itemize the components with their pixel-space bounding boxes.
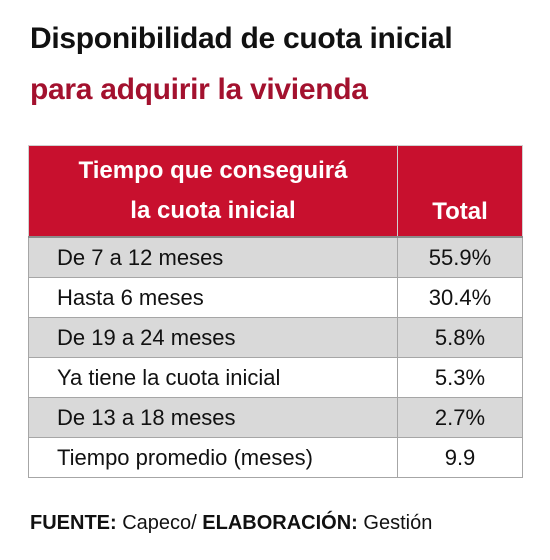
- table-header-row: Tiempo que conseguirá la cuota inicial T…: [28, 145, 523, 238]
- total-cell: 9.9: [397, 437, 523, 478]
- total-cell: 30.4%: [397, 277, 523, 318]
- period-cell: De 13 a 18 meses: [28, 397, 398, 438]
- table-row: De 7 a 12 meses 55.9%: [28, 236, 523, 278]
- period-cell: Ya tiene la cuota inicial: [28, 357, 398, 398]
- source-value: Capeco/: [122, 512, 197, 534]
- period-header-line-1: Tiempo que conseguirá: [78, 157, 348, 184]
- period-header-line-2: la cuota inicial: [130, 197, 296, 224]
- page-subtitle: para adquirir la vivienda: [30, 73, 368, 106]
- page-title: Disponibilidad de cuota inicial: [30, 22, 453, 55]
- total-cell: 2.7%: [397, 397, 523, 438]
- period-cell: De 19 a 24 meses: [28, 317, 398, 358]
- table-row: De 13 a 18 meses 2.7%: [28, 397, 523, 438]
- table-header: Tiempo que conseguirá la cuota inicial T…: [28, 145, 523, 238]
- period-cell: De 7 a 12 meses: [28, 236, 398, 278]
- total-cell: 55.9%: [397, 236, 523, 278]
- total-cell: 5.3%: [397, 357, 523, 398]
- period-column-header: Tiempo que conseguirá la cuota inicial: [28, 145, 398, 238]
- elaboration-label: ELABORACIÓN:: [202, 512, 358, 534]
- table-body: De 7 a 12 meses 55.9% Hasta 6 meses 30.4…: [28, 236, 523, 478]
- source-credit: FUENTE: Capeco/ ELABORACIÓN: Gestión: [30, 512, 432, 535]
- table-row: Ya tiene la cuota inicial 5.3%: [28, 357, 523, 398]
- period-cell: Hasta 6 meses: [28, 277, 398, 318]
- period-cell: Tiempo promedio (meses): [28, 437, 398, 478]
- total-cell: 5.8%: [397, 317, 523, 358]
- source-label: FUENTE:: [30, 512, 117, 534]
- elaboration-value: Gestión: [363, 512, 433, 534]
- table-row: Hasta 6 meses 30.4%: [28, 277, 523, 318]
- data-table: Tiempo que conseguirá la cuota inicial T…: [28, 145, 523, 478]
- total-column-header: Total: [397, 145, 523, 238]
- table-row: Tiempo promedio (meses) 9.9: [28, 437, 523, 478]
- table-row: De 19 a 24 meses 5.8%: [28, 317, 523, 358]
